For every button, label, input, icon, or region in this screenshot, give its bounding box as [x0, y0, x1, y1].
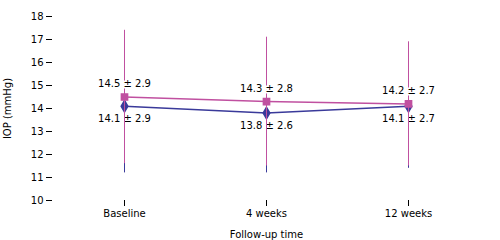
- svg-text:10: 10: [31, 195, 44, 206]
- svg-text:Follow-up time: Follow-up time: [230, 229, 303, 240]
- svg-text:16: 16: [31, 57, 44, 68]
- svg-text:17: 17: [31, 34, 44, 45]
- svg-text:14.3 ± 2.8: 14.3 ± 2.8: [240, 83, 293, 94]
- svg-text:18: 18: [31, 11, 44, 22]
- svg-text:15: 15: [31, 80, 44, 91]
- svg-text:14.2 ± 2.7: 14.2 ± 2.7: [382, 85, 435, 96]
- svg-text:14: 14: [31, 103, 44, 114]
- svg-text:IOP (mmHg): IOP (mmHg): [2, 78, 13, 139]
- svg-text:13.8 ± 2.6: 13.8 ± 2.6: [240, 120, 293, 132]
- svg-text:4 weeks: 4 weeks: [246, 208, 287, 219]
- svg-text:12 weeks: 12 weeks: [385, 208, 432, 219]
- svg-text:13: 13: [31, 126, 44, 137]
- svg-text:12: 12: [31, 149, 44, 160]
- svg-text:11: 11: [31, 172, 44, 183]
- svg-text:14.1 ± 2.9: 14.1 ± 2.9: [98, 113, 151, 125]
- svg-text:14.1 ± 2.7: 14.1 ± 2.7: [382, 113, 435, 125]
- svg-text:14.5 ± 2.9: 14.5 ± 2.9: [98, 78, 151, 89]
- svg-text:Baseline: Baseline: [103, 208, 145, 219]
